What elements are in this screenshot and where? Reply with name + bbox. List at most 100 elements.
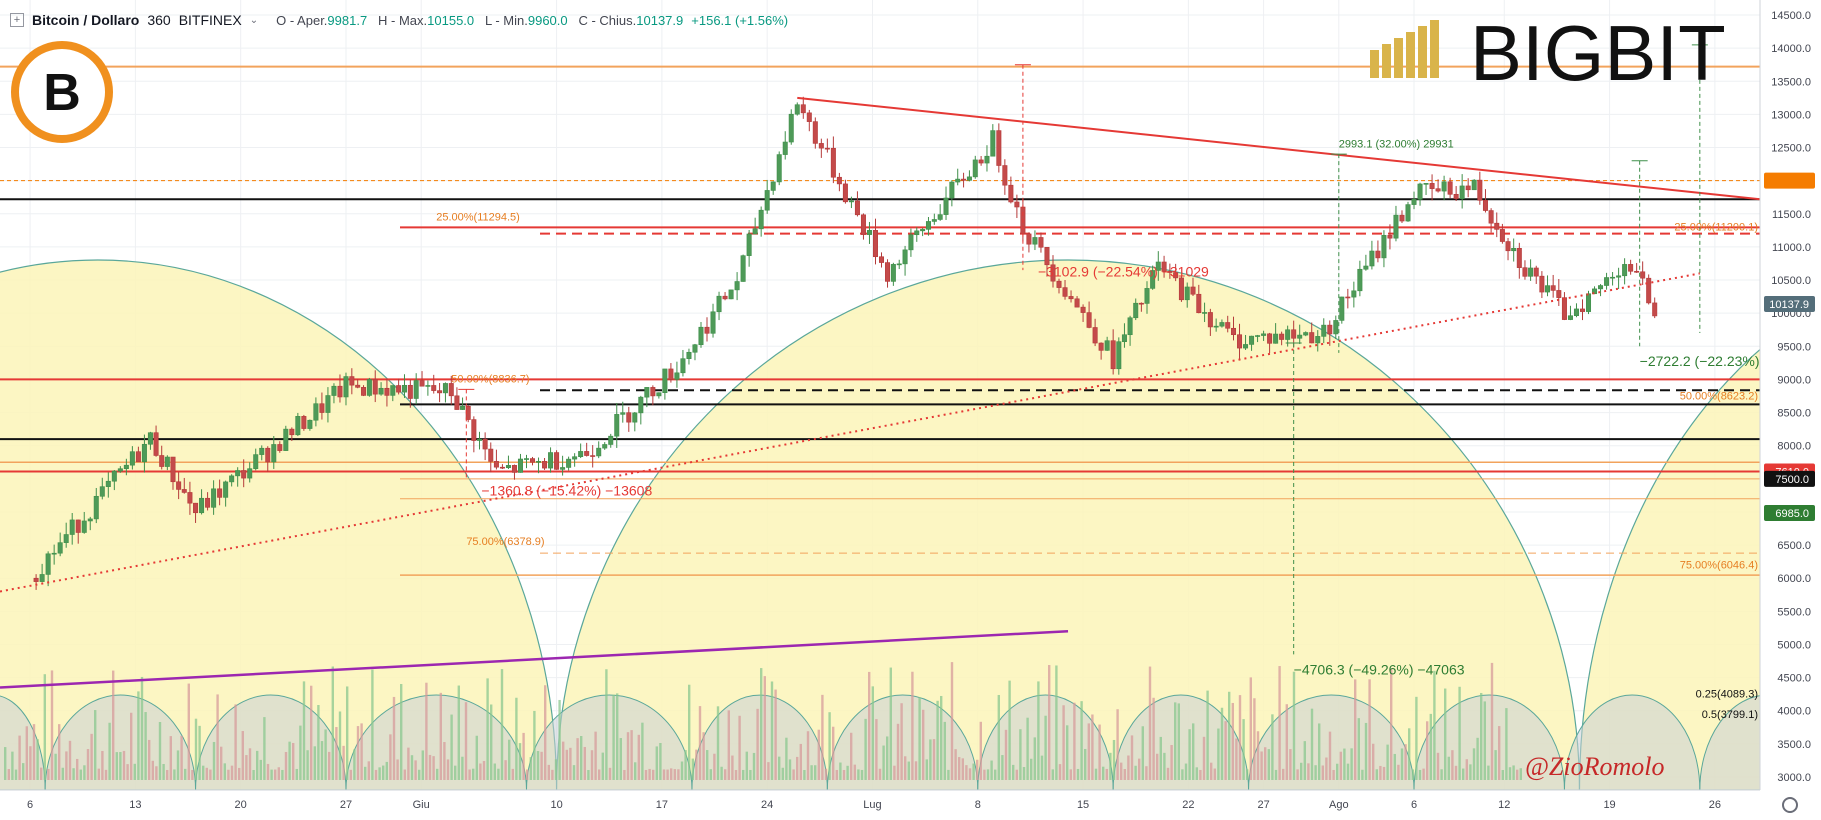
volume-bar: [1130, 735, 1134, 780]
volume-bar: [418, 769, 421, 780]
candle-body: [794, 104, 800, 115]
volume-bar: [1339, 751, 1342, 780]
annotation-label: 0.5(3799.1): [1702, 709, 1758, 721]
volume-bar: [796, 756, 799, 780]
gear-icon: [1782, 797, 1798, 813]
candle-body: [1249, 335, 1255, 345]
volume-bar: [482, 760, 486, 780]
volume-bar: [605, 669, 608, 780]
volume-bar: [403, 769, 406, 780]
annotation-label: −1360.8 (−15.42%) −13608: [481, 482, 652, 498]
interval-label[interactable]: 360: [147, 12, 171, 28]
volume-bar: [886, 736, 889, 780]
candle-body: [117, 468, 123, 472]
volume-bar: [1033, 737, 1036, 780]
volume-bar: [7, 769, 10, 780]
price-tick-label: 6000.0: [1777, 573, 1811, 585]
volume-bar: [896, 723, 900, 780]
volume-bar: [1411, 769, 1414, 780]
volume-bar: [72, 768, 75, 780]
volume-bar: [371, 669, 374, 780]
volume-bar: [1084, 748, 1087, 780]
volume-bar: [878, 768, 882, 780]
candle-body: [1429, 183, 1435, 189]
volume-bar: [1249, 677, 1252, 780]
volume-bar: [799, 743, 802, 780]
volume-bar: [335, 727, 338, 780]
volume-bar: [284, 751, 288, 780]
volume-bar: [457, 685, 460, 780]
volume-bar: [655, 746, 658, 780]
candle-body: [1339, 296, 1345, 321]
volume-bar: [925, 759, 928, 780]
chevron-down-icon[interactable]: ⌄: [249, 14, 259, 26]
volume-bar: [810, 765, 813, 780]
volume-bar: [292, 742, 295, 780]
volume-bar: [994, 769, 997, 780]
candle-body: [1586, 293, 1592, 312]
candle-body: [241, 470, 247, 479]
candle-body: [217, 488, 223, 498]
candle-body: [1511, 247, 1517, 252]
volume-bar: [1044, 715, 1047, 780]
volume-bar: [846, 765, 849, 780]
annotation-label: 50.00%(8623.2): [1680, 390, 1758, 402]
time-tick-label: 15: [1077, 799, 1089, 811]
volume-bar: [472, 768, 475, 780]
annotation-label: 75.00%(6046.4): [1680, 559, 1758, 571]
candle-body: [1068, 296, 1074, 300]
volume-bar: [1134, 765, 1137, 780]
volume-bar: [756, 708, 759, 780]
expand-icon[interactable]: +: [10, 13, 24, 27]
candle-body: [830, 147, 836, 178]
candle-body: [1144, 288, 1150, 304]
volume-bar: [1076, 768, 1080, 780]
candle-body: [1098, 342, 1104, 351]
time-tick-label: 27: [1257, 799, 1269, 811]
candle-body: [860, 214, 866, 235]
candle-body: [1357, 268, 1363, 292]
volume-bar: [968, 768, 972, 780]
volume-bar: [590, 750, 594, 780]
volume-bar: [29, 746, 32, 780]
exchange-label[interactable]: BITFINEX: [178, 12, 242, 28]
volume-bar: [544, 685, 547, 780]
candle-body: [1219, 322, 1225, 327]
time-tick-label: 12: [1498, 799, 1510, 811]
candle-body: [1255, 335, 1261, 337]
volume-bar: [904, 756, 907, 780]
volume-bar: [227, 769, 230, 780]
volume-bar: [1390, 668, 1393, 780]
volume-bar: [1066, 725, 1069, 780]
volume-bar: [1505, 708, 1508, 780]
candle-body: [301, 416, 307, 429]
candle-body: [259, 447, 265, 455]
volume-bar: [554, 759, 558, 780]
volume-bar: [518, 743, 522, 780]
volume-bar: [1422, 768, 1425, 780]
candle-body: [692, 344, 698, 353]
candle-body: [69, 519, 75, 535]
volume-bar: [533, 710, 536, 780]
candle-body: [123, 464, 129, 470]
cycle-arc: [555, 259, 1581, 791]
candle-body: [1528, 267, 1534, 277]
volume-bar: [1062, 705, 1065, 780]
volume-bar: [436, 768, 439, 780]
volume-bar: [817, 729, 820, 780]
volume-bar: [1292, 671, 1296, 780]
volume-bar: [907, 761, 910, 780]
candle-body: [885, 262, 891, 282]
price-tick-label: 14500.0: [1771, 10, 1811, 22]
volume-bar: [497, 768, 500, 780]
volume-bar: [1228, 691, 1231, 780]
candle-body: [1327, 324, 1333, 335]
volume-bar: [1336, 763, 1339, 780]
time-axis: [0, 790, 1821, 820]
high-label: H - Max.: [378, 12, 428, 28]
candle-body: [460, 405, 466, 410]
symbol-name[interactable]: Bitcoin / Dollaro: [32, 12, 140, 28]
candle-body: [1345, 296, 1351, 299]
candle-body: [914, 230, 920, 236]
